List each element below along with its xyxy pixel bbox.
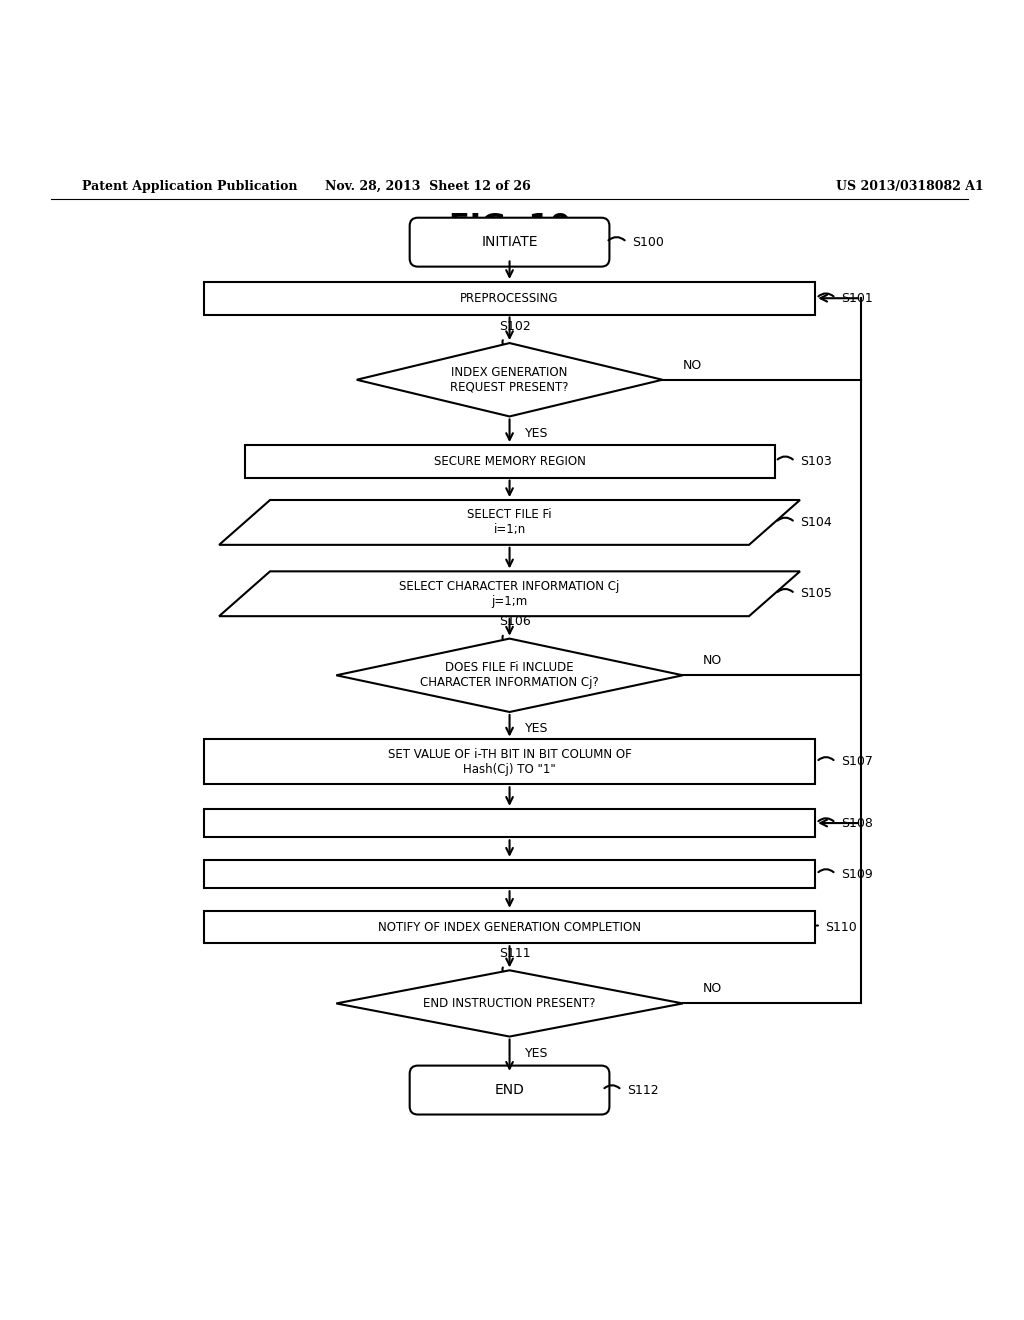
Text: S105: S105 xyxy=(800,587,831,601)
Text: S102: S102 xyxy=(500,319,531,333)
Bar xyxy=(245,445,774,478)
Text: SELECT CHARACTER INFORMATION Cj
j=1;m: SELECT CHARACTER INFORMATION Cj j=1;m xyxy=(399,579,620,607)
Polygon shape xyxy=(336,639,683,711)
Polygon shape xyxy=(219,500,800,545)
Text: S100: S100 xyxy=(632,236,664,248)
Bar xyxy=(204,739,815,784)
Text: YES: YES xyxy=(525,1047,548,1060)
Text: FIG. 10: FIG. 10 xyxy=(449,213,570,242)
Bar xyxy=(204,809,815,837)
Text: S109: S109 xyxy=(841,867,872,880)
Text: Patent Application Publication: Patent Application Publication xyxy=(82,180,297,193)
Text: PREPROCESSING: PREPROCESSING xyxy=(461,292,559,305)
Text: YES: YES xyxy=(525,722,548,735)
Text: END INSTRUCTION PRESENT?: END INSTRUCTION PRESENT? xyxy=(423,997,596,1010)
Text: NO: NO xyxy=(703,655,722,667)
Text: US 2013/0318082 A1: US 2013/0318082 A1 xyxy=(836,180,983,193)
Text: INDEX GENERATION
REQUEST PRESENT?: INDEX GENERATION REQUEST PRESENT? xyxy=(451,366,568,393)
Text: NO: NO xyxy=(683,359,702,372)
Bar xyxy=(204,859,815,888)
Text: Nov. 28, 2013  Sheet 12 of 26: Nov. 28, 2013 Sheet 12 of 26 xyxy=(326,180,530,193)
FancyBboxPatch shape xyxy=(410,218,609,267)
Text: S112: S112 xyxy=(627,1084,658,1097)
FancyBboxPatch shape xyxy=(410,1065,609,1114)
Text: SELECT FILE Fi
i=1;n: SELECT FILE Fi i=1;n xyxy=(467,508,552,536)
Text: END: END xyxy=(495,1082,524,1097)
Polygon shape xyxy=(356,343,663,416)
Polygon shape xyxy=(336,970,683,1036)
Text: S111: S111 xyxy=(500,948,531,960)
Text: NOTIFY OF INDEX GENERATION COMPLETION: NOTIFY OF INDEX GENERATION COMPLETION xyxy=(378,920,641,933)
Text: SET VALUE OF i-TH BIT IN BIT COLUMN OF
Hash(Cj) TO "1": SET VALUE OF i-TH BIT IN BIT COLUMN OF H… xyxy=(388,748,632,776)
Text: S108: S108 xyxy=(841,817,872,829)
Text: SECURE MEMORY REGION: SECURE MEMORY REGION xyxy=(433,455,586,467)
Text: S106: S106 xyxy=(500,615,531,628)
Text: DOES FILE Fi INCLUDE
CHARACTER INFORMATION Cj?: DOES FILE Fi INCLUDE CHARACTER INFORMATI… xyxy=(420,661,599,689)
Bar xyxy=(204,911,815,944)
Bar xyxy=(204,282,815,314)
Text: INITIATE: INITIATE xyxy=(481,235,538,249)
Text: S101: S101 xyxy=(841,292,872,305)
Text: S110: S110 xyxy=(825,920,857,933)
Text: YES: YES xyxy=(525,426,548,440)
Polygon shape xyxy=(219,572,800,616)
Text: S104: S104 xyxy=(800,516,831,529)
Text: S107: S107 xyxy=(841,755,872,768)
Text: S103: S103 xyxy=(800,455,831,467)
Text: NO: NO xyxy=(703,982,722,995)
